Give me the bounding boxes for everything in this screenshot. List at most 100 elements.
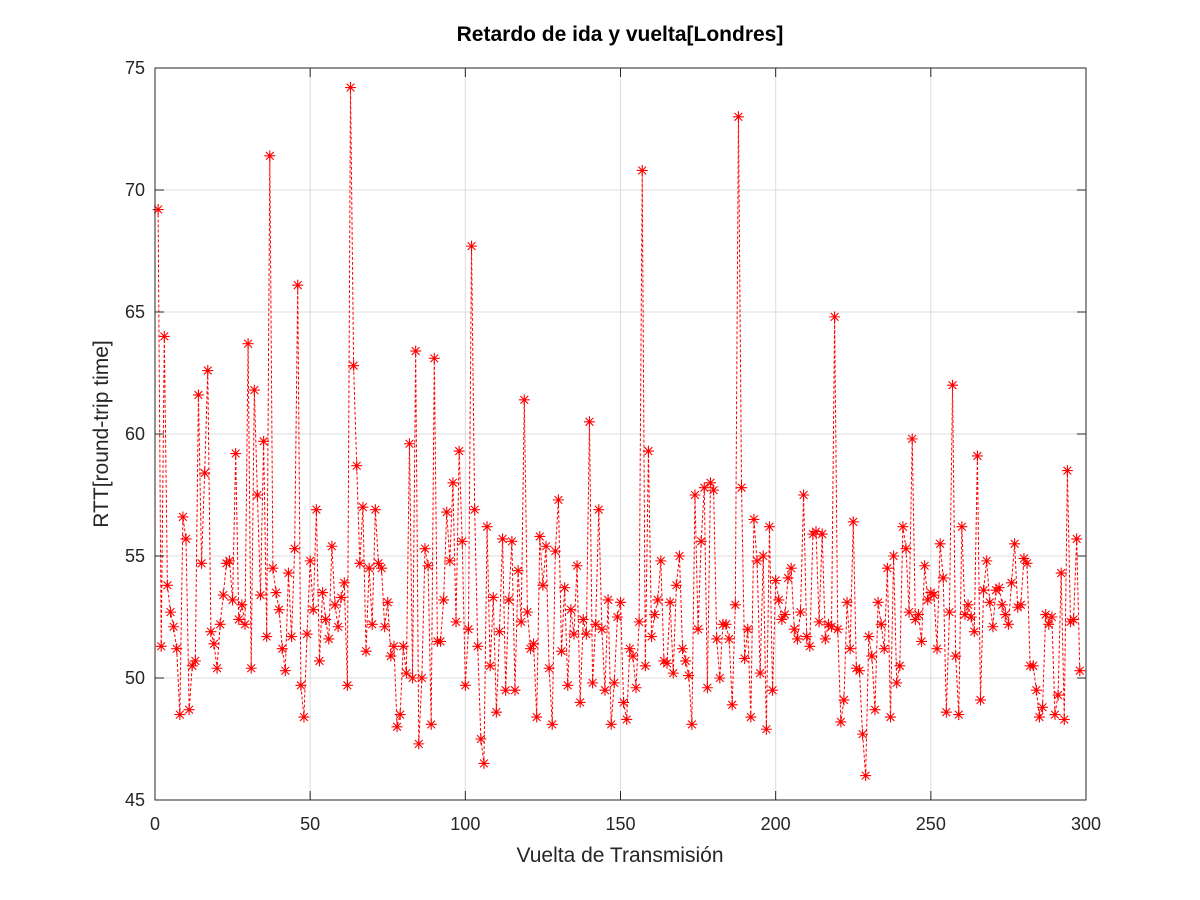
data-point (183, 704, 195, 716)
data-point (317, 587, 329, 599)
data-point (223, 555, 235, 567)
data-point (500, 684, 512, 696)
data-point (816, 528, 828, 540)
data-point (469, 504, 481, 516)
data-point (748, 513, 760, 525)
data-point (872, 596, 884, 608)
data-point (909, 613, 921, 625)
data-point (999, 609, 1011, 621)
data-point (1055, 567, 1067, 579)
data-point (484, 660, 496, 672)
data-point (447, 477, 459, 489)
data-point (304, 555, 316, 567)
data-point (1009, 538, 1021, 550)
data-point (996, 599, 1008, 611)
y-tick-label: 65 (125, 302, 145, 322)
data-point (189, 655, 201, 667)
axis-ticks (154, 67, 1087, 801)
data-point (968, 626, 980, 638)
data-point (503, 594, 515, 606)
data-point (1002, 618, 1014, 630)
data-point (385, 650, 397, 662)
data-point (543, 662, 555, 674)
data-point (332, 621, 344, 633)
x-tick-label: 100 (450, 814, 480, 834)
data-point (403, 438, 415, 450)
data-point (791, 633, 803, 645)
data-point (475, 733, 487, 745)
data-point (838, 694, 850, 706)
data-point (1074, 665, 1086, 677)
data-point (673, 550, 685, 562)
data-point (754, 667, 766, 679)
data-point (1006, 577, 1018, 589)
data-point (649, 609, 661, 621)
data-point (366, 618, 378, 630)
data-point (397, 640, 409, 652)
data-point (1040, 609, 1052, 621)
data-point (931, 643, 943, 655)
data-point (531, 711, 543, 723)
data-point (633, 616, 645, 628)
data-point (413, 738, 425, 750)
data-point (580, 628, 592, 640)
data-point (583, 416, 595, 428)
data-point (462, 623, 474, 635)
data-point (422, 560, 434, 572)
data-point (810, 526, 822, 538)
data-point (776, 613, 788, 625)
data-point (602, 594, 614, 606)
data-point (521, 606, 533, 618)
data-point (794, 606, 806, 618)
data-point (701, 682, 713, 694)
data-point (245, 662, 257, 674)
y-tick-label: 75 (125, 58, 145, 78)
data-point (407, 672, 419, 684)
data-point (711, 633, 723, 645)
data-point (255, 589, 267, 601)
data-point (708, 484, 720, 496)
data-point (506, 535, 518, 547)
data-point (388, 640, 400, 652)
y-tick-label: 50 (125, 668, 145, 688)
data-point (860, 770, 872, 782)
data-point (338, 577, 350, 589)
data-point (689, 489, 701, 501)
y-tick-label: 60 (125, 424, 145, 444)
data-point (276, 643, 288, 655)
data-point (590, 618, 602, 630)
y-tick-label: 55 (125, 546, 145, 566)
data-point (512, 565, 524, 577)
data-point (242, 338, 254, 350)
y-tick-label: 45 (125, 790, 145, 810)
data-point (729, 599, 741, 611)
x-tick-label: 200 (761, 814, 791, 834)
data-point (376, 562, 388, 574)
x-tick-label: 50 (300, 814, 320, 834)
data-point (329, 599, 341, 611)
data-point (770, 574, 782, 586)
data-point (360, 645, 372, 657)
data-point (341, 679, 353, 691)
data-point (158, 330, 170, 342)
data-point (813, 616, 825, 628)
series-rtt (152, 82, 1086, 782)
data-point (571, 560, 583, 572)
data-point (286, 631, 298, 643)
data-point (866, 650, 878, 662)
data-point (509, 684, 521, 696)
data-point (841, 596, 853, 608)
data-point (435, 635, 447, 647)
data-point (646, 631, 658, 643)
data-point (587, 677, 599, 689)
data-point (205, 626, 217, 638)
data-point (199, 467, 211, 479)
data-point (720, 618, 732, 630)
data-point (351, 460, 363, 472)
data-point (1021, 557, 1033, 569)
data-point (804, 640, 816, 652)
data-point (565, 604, 577, 616)
data-point (847, 516, 859, 528)
data-point (497, 533, 509, 545)
data-point (152, 204, 164, 216)
